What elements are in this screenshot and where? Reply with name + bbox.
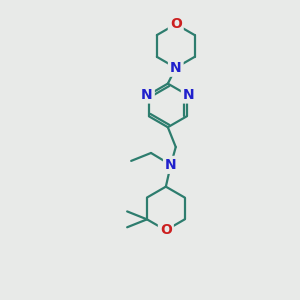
- Text: N: N: [141, 88, 153, 101]
- Text: N: N: [165, 158, 177, 172]
- Text: O: O: [170, 17, 182, 31]
- Text: O: O: [160, 223, 172, 237]
- Text: N: N: [183, 88, 194, 101]
- Text: N: N: [170, 61, 182, 75]
